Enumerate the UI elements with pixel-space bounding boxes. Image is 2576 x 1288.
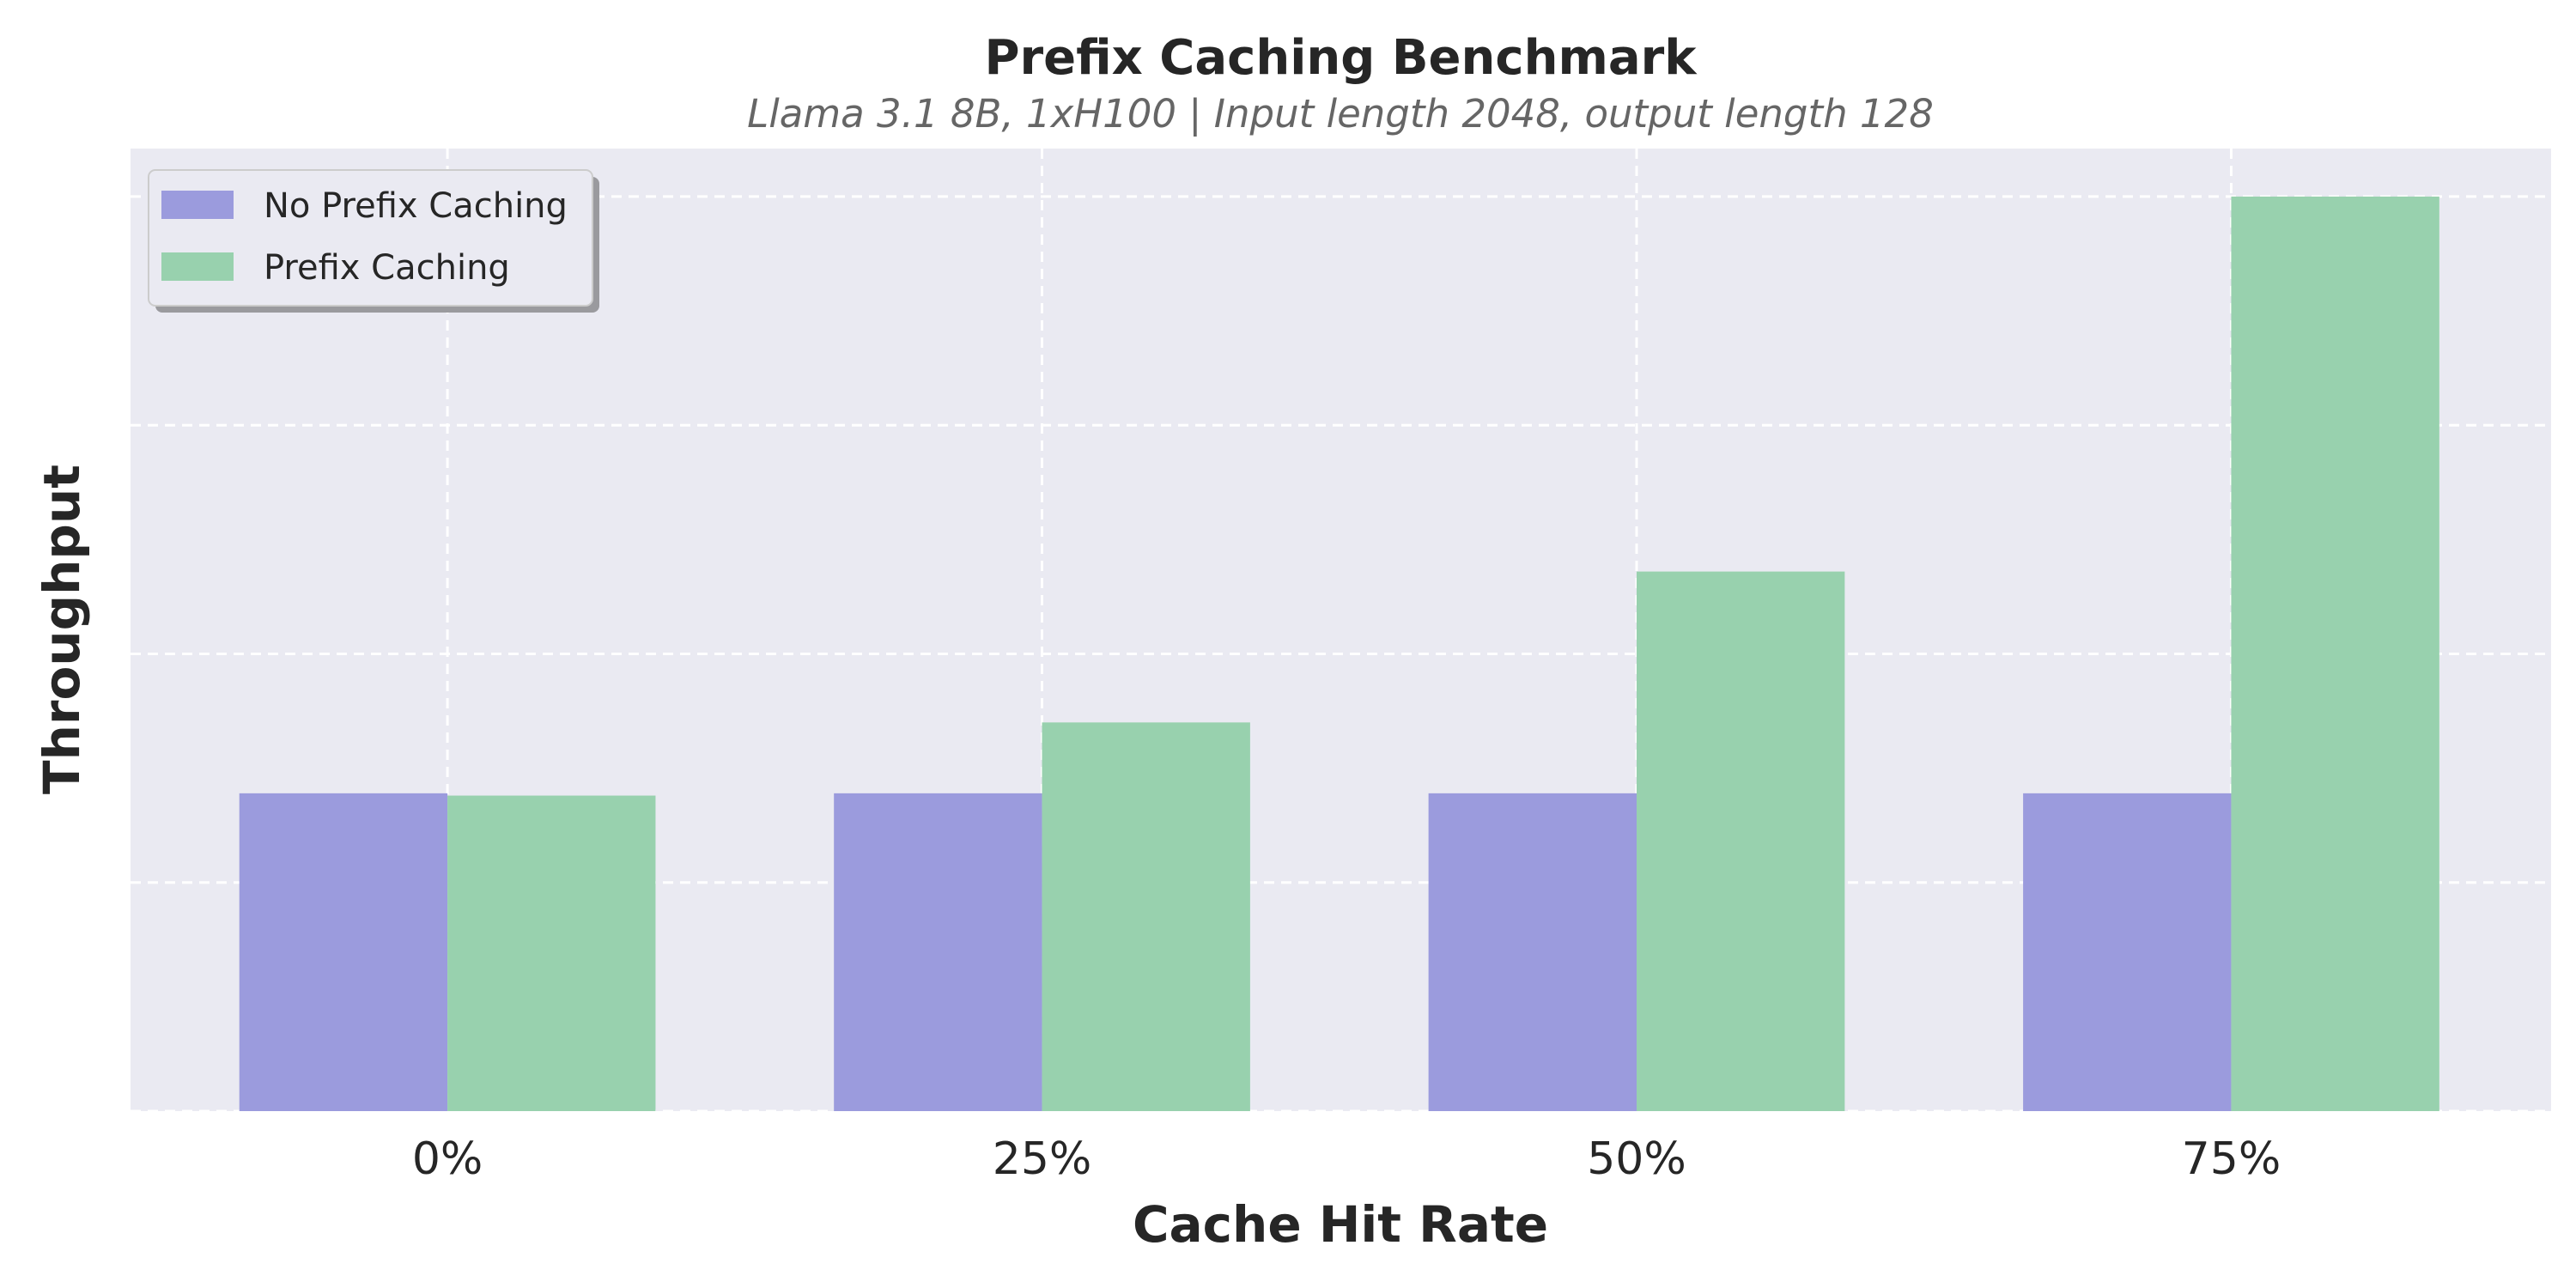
chart-subtitle: Llama 3.1 8B, 1xH100 | Input length 2048…: [747, 91, 1934, 137]
x-tick-labels: 0% 25% 50% 75%: [412, 1133, 2281, 1185]
legend-swatch-prefix-caching: [161, 252, 234, 281]
y-axis-label: Throughput: [33, 465, 91, 794]
legend-label-no-prefix-caching: No Prefix Caching: [264, 186, 568, 226]
x-axis-label: Cache Hit Rate: [1133, 1195, 1548, 1254]
bars: [239, 196, 2439, 1111]
bar-no-prefix-caching-50pct: [1428, 793, 1637, 1111]
bar-no-prefix-caching-25pct: [834, 793, 1042, 1111]
legend-label-prefix-caching: Prefix Caching: [264, 248, 510, 288]
bar-no-prefix-caching-0pct: [239, 793, 448, 1111]
bar-prefix-caching-75pct: [2231, 196, 2439, 1111]
bar-prefix-caching-25pct: [1042, 722, 1250, 1111]
legend-swatch-no-prefix-caching: [161, 191, 234, 219]
x-tick-label: 50%: [1587, 1133, 1686, 1185]
legend: No Prefix Caching Prefix Caching: [148, 169, 599, 313]
bar-prefix-caching-0pct: [447, 795, 656, 1111]
x-tick-label: 25%: [993, 1133, 1092, 1185]
bar-prefix-caching-50pct: [1636, 571, 1845, 1111]
legend-box: [148, 169, 593, 307]
bar-no-prefix-caching-75pct: [2023, 793, 2232, 1111]
chart-title: Prefix Caching Benchmark: [985, 30, 1698, 86]
x-tick-label: 0%: [412, 1133, 483, 1185]
x-tick-label: 75%: [2182, 1133, 2281, 1185]
